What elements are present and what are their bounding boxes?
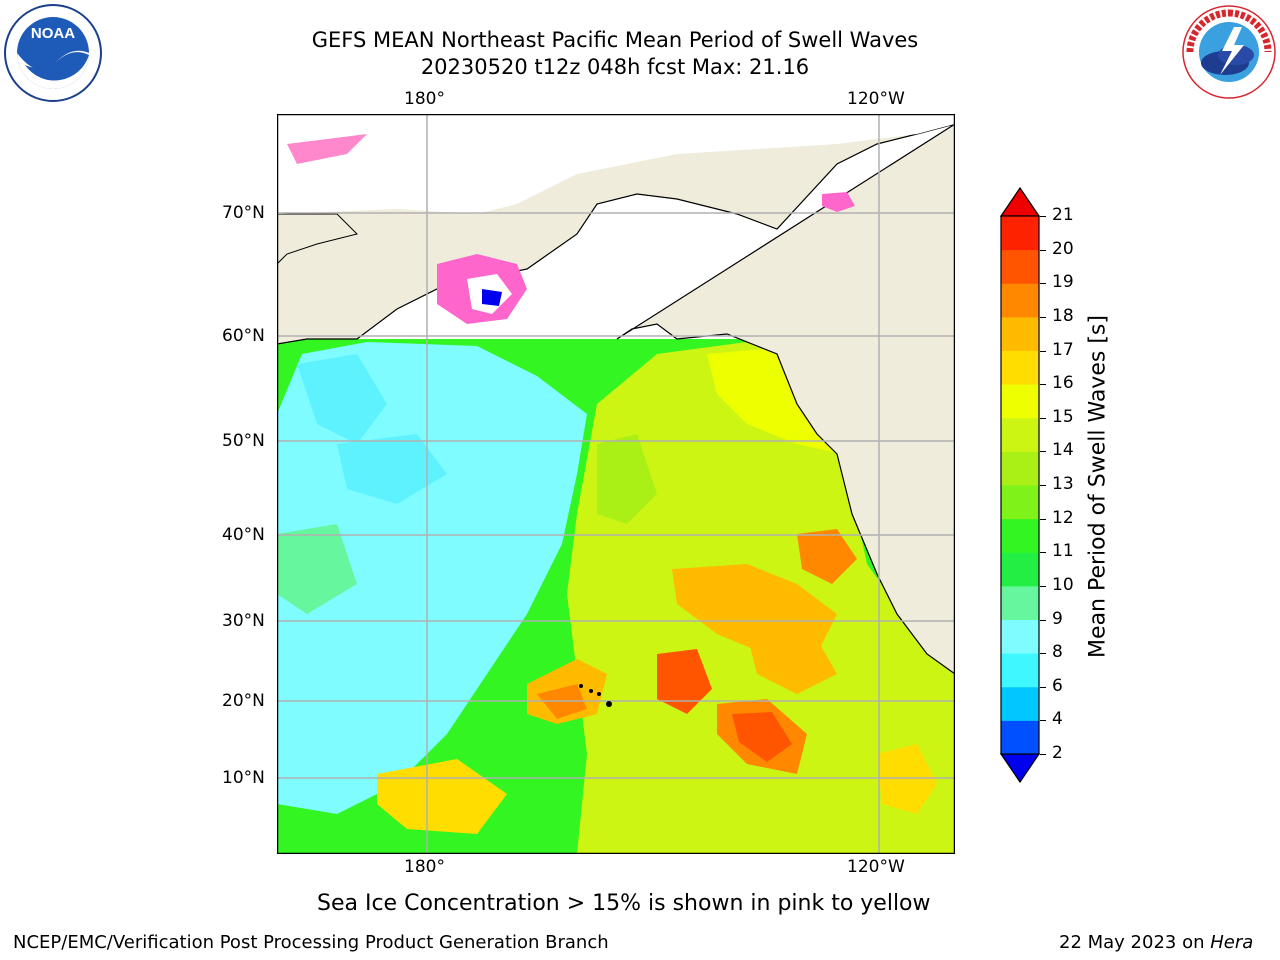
colorbar-ticks: 2 4 6 8 9 10 11 12 13 14 15 16 17 18 19 20 21 — [1040, 0, 1080, 960]
footer-date-text: 22 May 2023 on — [1059, 932, 1211, 953]
colorbar-tick-mark — [1040, 316, 1046, 318]
colorbar-tick-label: 16 — [1052, 373, 1074, 394]
colorbar-tick-label: 13 — [1052, 474, 1074, 494]
colorbar-under-arrow — [999, 753, 1041, 784]
colorbar-tick-label: 21 — [1052, 205, 1074, 225]
colorbar-tick-label: 12 — [1052, 507, 1074, 528]
colorbar-segment — [1001, 350, 1039, 385]
colorbar-tick-label: 17 — [1052, 339, 1074, 360]
lon-label-bottom-180: 180° — [404, 857, 445, 877]
colorbar-tick-mark — [1040, 216, 1046, 217]
colorbar — [999, 186, 1041, 786]
colorbar-segment — [1001, 451, 1039, 486]
colorbar-tick-mark — [1040, 451, 1046, 453]
noaa-logo-text: NOAA — [31, 25, 75, 42]
colorbar-tick-mark — [1040, 249, 1046, 251]
colorbar-tick-mark — [1040, 485, 1046, 486]
colorbar-tick-label: 18 — [1052, 305, 1074, 326]
nws-logo — [1180, 3, 1278, 101]
graticule — [277, 114, 955, 854]
land-mask — [276, 113, 956, 676]
colorbar-tick-label: 10 — [1052, 574, 1074, 595]
colorbar-segment — [1001, 216, 1039, 251]
colorbar-segment — [1001, 619, 1039, 654]
colorbar-segment — [1001, 249, 1039, 284]
colorbar-tick-label: 9 — [1052, 608, 1063, 629]
colorbar-segment — [1001, 316, 1039, 351]
colorbar-tick-mark — [1040, 384, 1046, 386]
chart-subtitle: 20230520 t12z 048h fcst Max: 21.16 — [420, 55, 810, 79]
colorbar-tick-mark — [1040, 283, 1046, 285]
colorbar-segment — [1001, 585, 1039, 620]
colorbar-segment — [1001, 283, 1039, 318]
colorbar-tick-label: 15 — [1052, 406, 1074, 427]
hawaii-islands — [579, 684, 612, 707]
colorbar-tick-mark — [1040, 653, 1046, 655]
colorbar-tick-label: 6 — [1052, 675, 1063, 696]
colorbar-segment — [1001, 485, 1039, 520]
colorbar-segment — [1001, 552, 1039, 587]
colorbar-tick-label: 20 — [1052, 238, 1074, 259]
lon-label-bottom-120w: 120°W — [847, 857, 905, 877]
colorbar-tick-mark — [1040, 754, 1046, 755]
colorbar-tick-label: 11 — [1052, 541, 1074, 562]
colorbar-segment — [1001, 653, 1039, 688]
noaa-logo: NOAA — [3, 3, 103, 103]
colorbar-tick-mark — [1040, 552, 1046, 554]
colorbar-label-text: Mean Period of Swell Waves [s] — [1085, 315, 1111, 658]
colorbar-segment — [1001, 686, 1039, 721]
map-panel — [276, 113, 956, 855]
footer-date: 22 May 2023 on Hera — [1059, 932, 1253, 953]
colorbar-tick-label: 4 — [1052, 709, 1063, 730]
colorbar-segment — [1001, 518, 1039, 553]
colorbar-tick-mark — [1040, 720, 1046, 722]
colorbar-over-arrow — [999, 186, 1041, 217]
lat-label-50n: 50°N — [222, 431, 265, 451]
colorbar-tick-mark — [1040, 350, 1046, 352]
colorbar-segment — [1001, 417, 1039, 452]
lat-label-40n: 40°N — [222, 525, 265, 545]
colorbar-tick-label: 2 — [1052, 743, 1063, 763]
footer-branch: NCEP/EMC/Verification Post Processing Pr… — [13, 932, 609, 953]
lat-label-10n: 10°N — [222, 768, 265, 788]
colorbar-tick-mark — [1040, 518, 1046, 520]
colorbar-tick-label: 14 — [1052, 440, 1074, 461]
colorbar-segment — [1001, 720, 1039, 755]
colorbar-segment — [1001, 384, 1039, 419]
lat-label-70n: 70°N — [222, 203, 265, 223]
lon-label-top-120w: 120°W — [847, 89, 905, 109]
lon-label-top-180: 180° — [404, 89, 445, 109]
chart-title: GEFS MEAN Northeast Pacific Mean Period … — [311, 28, 919, 52]
lat-label-30n: 30°N — [222, 611, 265, 631]
colorbar-tick-mark — [1040, 619, 1046, 621]
colorbar-tick-mark — [1040, 585, 1046, 587]
footer-host: Hera — [1210, 932, 1254, 953]
colorbar-tick-label: 19 — [1052, 272, 1074, 293]
lat-label-20n: 20°N — [222, 691, 265, 711]
colorbar-tick-mark — [1040, 417, 1046, 419]
lat-label-60n: 60°N — [222, 326, 265, 346]
colorbar-tick-mark — [1040, 686, 1046, 688]
sea-ice-caption: Sea Ice Concentration > 15% is shown in … — [317, 891, 931, 916]
long-period-zone — [672, 564, 837, 659]
colorbar-tick-label: 8 — [1052, 642, 1063, 663]
